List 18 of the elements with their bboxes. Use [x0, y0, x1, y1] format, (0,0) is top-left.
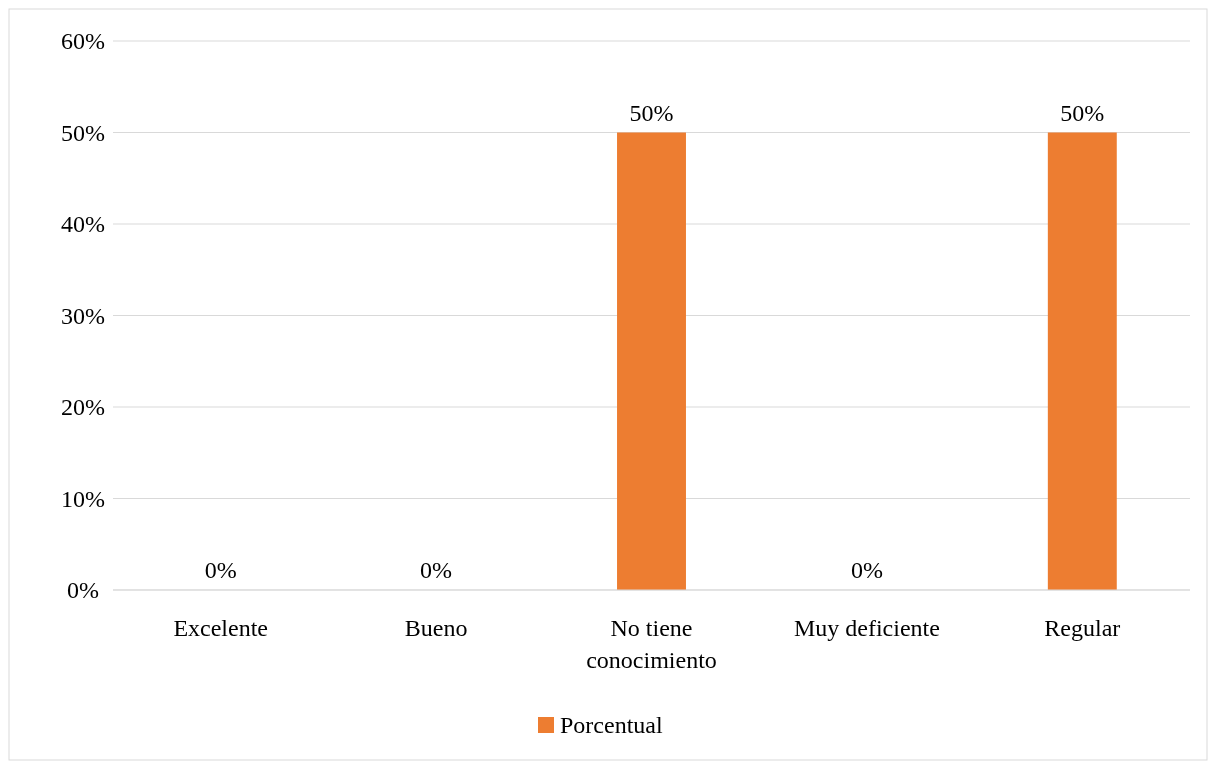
data-label: 0%: [850, 557, 883, 583]
data-label: 50%: [1060, 99, 1105, 126]
y-tick-label: 50%: [61, 119, 105, 146]
y-tick-label: 30%: [61, 302, 105, 329]
x-tick-label: Excelente: [173, 615, 268, 641]
x-tick-label: No tiene conocimiento: [586, 615, 717, 673]
data-label: 0%: [420, 557, 453, 583]
x-tick-label: Muy deficiente: [793, 615, 940, 641]
x-tick-label: Bueno: [404, 615, 468, 641]
data-label: 50%: [629, 99, 674, 126]
y-tick-label: 40%: [61, 211, 105, 238]
y-tick-label: 20%: [61, 394, 105, 421]
legend-label: Porcentual: [560, 712, 663, 739]
y-tick-label: 60%: [61, 28, 105, 55]
data-label: 0%: [204, 557, 237, 583]
x-tick-label: Regular: [1044, 615, 1121, 641]
y-tick-label: 0%: [67, 577, 99, 604]
y-tick-label: 10%: [61, 485, 105, 512]
